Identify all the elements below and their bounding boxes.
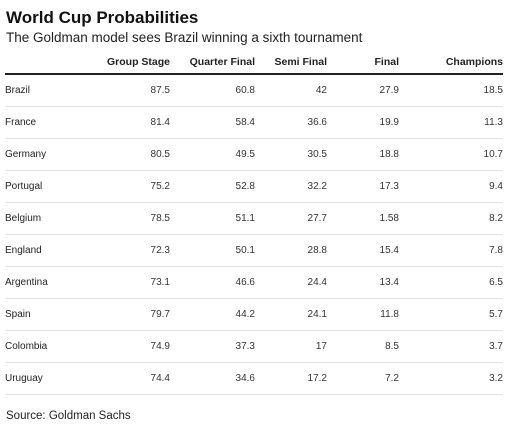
cell-quarter-final: 50.1 xyxy=(170,234,255,267)
table-row: Belgium 78.5 51.1 27.7 1.58 8.2 xyxy=(5,202,503,235)
cell-group-stage: 79.7 xyxy=(70,298,170,331)
chart-subtitle: The Goldman model sees Brazil winning a … xyxy=(6,30,363,45)
cell-quarter-final: 49.5 xyxy=(170,138,255,171)
cell-group-stage: 75.2 xyxy=(70,170,170,203)
cell-final: 19.9 xyxy=(327,106,399,139)
cell-final: 18.8 xyxy=(327,138,399,171)
table-row: Portugal 75.2 52.8 32.2 17.3 9.4 xyxy=(5,170,503,203)
cell-final: 17.3 xyxy=(327,170,399,203)
cell-semi-final: 42 xyxy=(255,74,327,107)
cell-country: Uruguay xyxy=(5,362,70,395)
cell-champions: 7.8 xyxy=(399,234,503,267)
cell-quarter-final: 58.4 xyxy=(170,106,255,139)
cell-country: Portugal xyxy=(5,170,70,203)
cell-quarter-final: 46.6 xyxy=(170,266,255,299)
cell-semi-final: 17.2 xyxy=(255,362,327,395)
cell-group-stage: 74.9 xyxy=(70,330,170,363)
cell-semi-final: 36.6 xyxy=(255,106,327,139)
cell-group-stage: 74.4 xyxy=(70,362,170,395)
cell-semi-final: 24.4 xyxy=(255,266,327,299)
cell-champions: 6.5 xyxy=(399,266,503,299)
table-row: Argentina 73.1 46.6 24.4 13.4 6.5 xyxy=(5,266,503,299)
header-group-stage: Group Stage xyxy=(70,50,170,75)
cell-champions: 9.4 xyxy=(399,170,503,203)
table-row: Germany 80.5 49.5 30.5 18.8 10.7 xyxy=(5,138,503,171)
cell-group-stage: 72.3 xyxy=(70,234,170,267)
cell-final: 7.2 xyxy=(327,362,399,395)
cell-semi-final: 17 xyxy=(255,330,327,363)
cell-final: 13.4 xyxy=(327,266,399,299)
table-row: England 72.3 50.1 28.8 15.4 7.8 xyxy=(5,234,503,267)
cell-country: England xyxy=(5,234,70,267)
header-semi-final: Semi Final xyxy=(255,50,327,75)
cell-champions: 3.2 xyxy=(399,362,503,395)
cell-country: Brazil xyxy=(5,74,70,107)
table-row: Colombia 74.9 37.3 17 8.5 3.7 xyxy=(5,330,503,363)
cell-group-stage: 87.5 xyxy=(70,74,170,107)
table-row: Uruguay 74.4 34.6 17.2 7.2 3.2 xyxy=(5,362,503,395)
cell-quarter-final: 44.2 xyxy=(170,298,255,331)
cell-country: Spain xyxy=(5,298,70,331)
cell-champions: 5.7 xyxy=(399,298,503,331)
cell-champions: 8.2 xyxy=(399,202,503,235)
cell-semi-final: 32.2 xyxy=(255,170,327,203)
table-row: Brazil 87.5 60.8 42 27.9 18.5 xyxy=(5,74,503,107)
cell-group-stage: 81.4 xyxy=(70,106,170,139)
cell-semi-final: 30.5 xyxy=(255,138,327,171)
cell-champions: 3.7 xyxy=(399,330,503,363)
cell-final: 27.9 xyxy=(327,74,399,107)
table-body: Brazil 87.5 60.8 42 27.9 18.5 France 81.4 58.4 36… xyxy=(5,74,503,395)
cell-quarter-final: 37.3 xyxy=(170,330,255,363)
table-row: Spain 79.7 44.2 24.1 11.8 5.7 xyxy=(5,298,503,331)
cell-final: 15.4 xyxy=(327,234,399,267)
header-quarter-final: Quarter Final xyxy=(170,50,255,75)
header-final: Final xyxy=(327,50,399,75)
cell-country: Argentina xyxy=(5,266,70,299)
cell-semi-final: 28.8 xyxy=(255,234,327,267)
cell-final: 11.8 xyxy=(327,298,399,331)
cell-country: Colombia xyxy=(5,330,70,363)
cell-semi-final: 27.7 xyxy=(255,202,327,235)
cell-quarter-final: 51.1 xyxy=(170,202,255,235)
cell-country: Germany xyxy=(5,138,70,171)
cell-champions: 10.7 xyxy=(399,138,503,171)
header-champions: Champions xyxy=(399,50,503,75)
source-note: Source: Goldman Sachs xyxy=(6,410,131,422)
cell-country: France xyxy=(5,106,70,139)
cell-final: 8.5 xyxy=(327,330,399,363)
header-country xyxy=(5,50,70,75)
cell-group-stage: 78.5 xyxy=(70,202,170,235)
cell-country: Belgium xyxy=(5,202,70,235)
cell-group-stage: 73.1 xyxy=(70,266,170,299)
cell-quarter-final: 52.8 xyxy=(170,170,255,203)
table-row: France 81.4 58.4 36.6 19.9 11.3 xyxy=(5,106,503,139)
chart-title: World Cup Probabilities xyxy=(6,8,199,27)
cell-quarter-final: 34.6 xyxy=(170,362,255,395)
cell-semi-final: 24.1 xyxy=(255,298,327,331)
probability-table: Group Stage Quarter Final Semi Final Fin… xyxy=(5,50,503,395)
cell-final: 1.58 xyxy=(327,202,399,235)
cell-group-stage: 80.5 xyxy=(70,138,170,171)
table-header-row: Group Stage Quarter Final Semi Final Fin… xyxy=(5,50,503,75)
cell-quarter-final: 60.8 xyxy=(170,74,255,107)
cell-champions: 18.5 xyxy=(399,74,503,107)
cell-champions: 11.3 xyxy=(399,106,503,139)
